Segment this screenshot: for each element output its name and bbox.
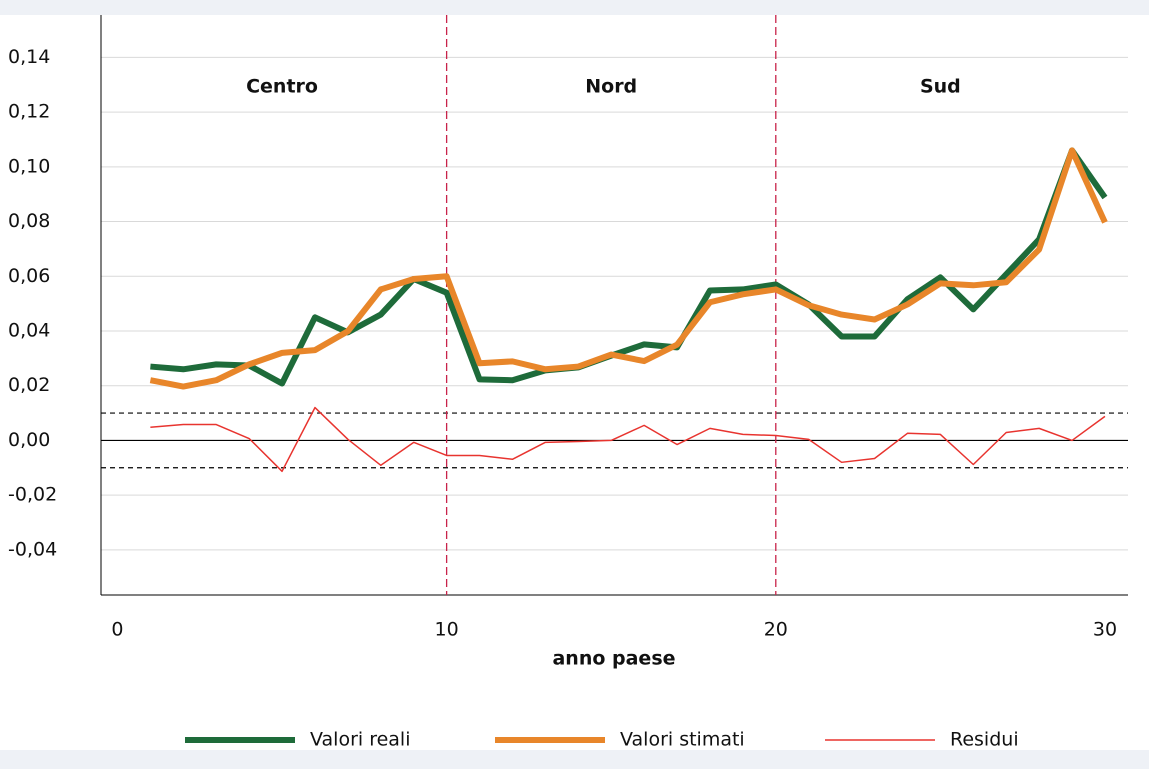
y-tick-label: 0,06 [8,265,50,287]
y-tick-label: 0,14 [8,46,50,68]
y-tick-label: 0,08 [8,210,50,232]
y-tick-label: 0,00 [8,429,50,451]
y-tick-label: 0,02 [8,374,50,396]
region-label: Centro [246,76,318,98]
region-label: Sud [920,76,961,98]
y-tick-label: -0,04 [8,538,57,560]
y-tick-label: -0,02 [8,484,57,506]
y-tick-label: 0,12 [8,101,50,123]
x-axis-title: anno paese [552,648,675,670]
y-tick-label: 0,10 [8,155,50,177]
x-tick-label: 0 [111,619,123,641]
region-label: Nord [585,76,637,98]
series-line [150,406,1106,473]
x-tick-label: 30 [1093,619,1117,641]
series-line [149,147,1108,390]
x-tick-label: 20 [764,619,788,641]
y-tick-label: 0,04 [8,319,50,341]
legend-label: Valori reali [310,729,410,751]
x-tick-label: 10 [435,619,459,641]
legend-label: Valori stimati [620,729,745,751]
legend-label: Residui [950,729,1019,751]
